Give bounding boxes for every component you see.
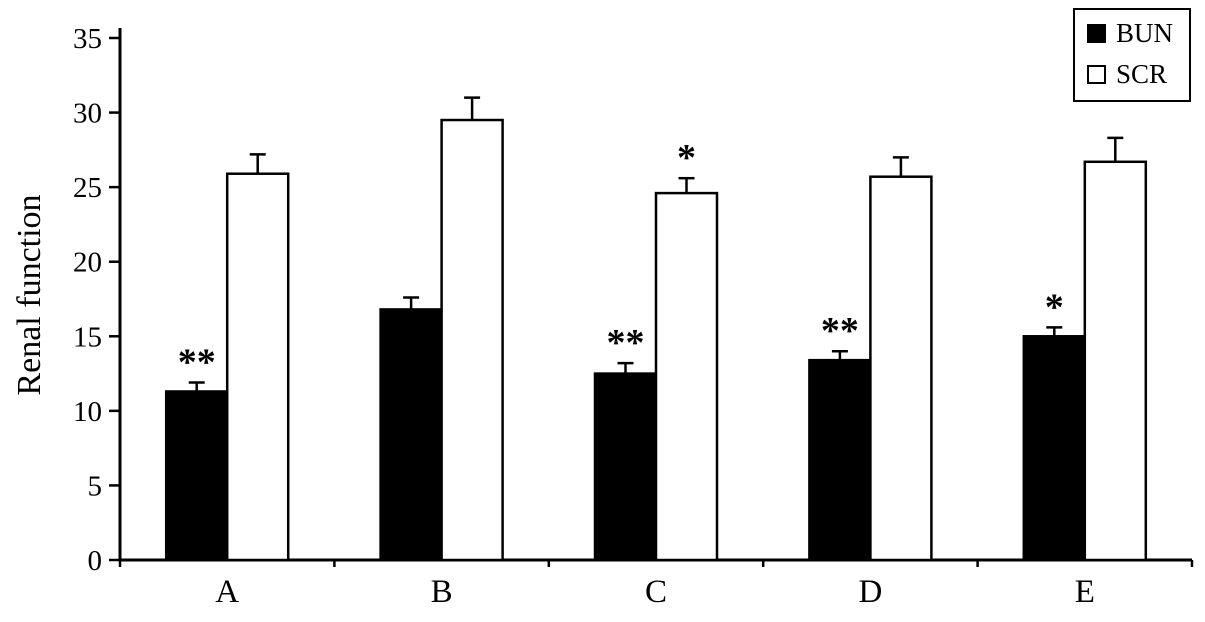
y-tick-label: 35 [73, 23, 102, 55]
bar-scr-e [1083, 160, 1148, 562]
bar-bun-a [164, 390, 229, 562]
bun-swatch-icon [1086, 24, 1106, 43]
legend-label-bun: BUN [1115, 18, 1173, 48]
y-tick-label: 30 [73, 98, 102, 130]
legend: BUN SCR [1072, 8, 1191, 102]
category-label: A [215, 574, 239, 610]
category-label: E [1075, 574, 1095, 610]
y-axis-label: Renal function [11, 194, 48, 396]
category-label: B [431, 574, 453, 610]
category-label: D [858, 574, 882, 610]
bar-scr-c [654, 191, 719, 562]
legend-item-scr: SCR [1086, 59, 1173, 89]
bar-scr-a [225, 172, 290, 562]
significance-marker: ** [178, 342, 216, 384]
bar-bun-e [1022, 335, 1087, 562]
bar-bun-b [379, 308, 443, 562]
category-label: C [645, 574, 667, 610]
bar-bun-c [593, 372, 658, 562]
bar-scr-d [869, 175, 933, 562]
significance-marker: ** [607, 322, 645, 364]
significance-marker: * [1045, 286, 1064, 328]
y-tick-label: 0 [88, 545, 103, 577]
significance-marker: ** [821, 310, 859, 352]
bar-bun-d [808, 358, 872, 562]
y-tick-label: 10 [73, 396, 102, 428]
legend-item-bun: BUN [1086, 18, 1173, 48]
y-tick-label: 20 [73, 247, 102, 279]
y-tick-label: 15 [73, 321, 102, 353]
legend-label-scr: SCR [1115, 59, 1168, 89]
scr-swatch-icon [1086, 65, 1106, 84]
y-tick-label: 25 [73, 172, 102, 204]
y-tick-label: 5 [88, 470, 103, 502]
significance-marker: * [677, 137, 696, 179]
bar-scr-b [440, 118, 504, 562]
